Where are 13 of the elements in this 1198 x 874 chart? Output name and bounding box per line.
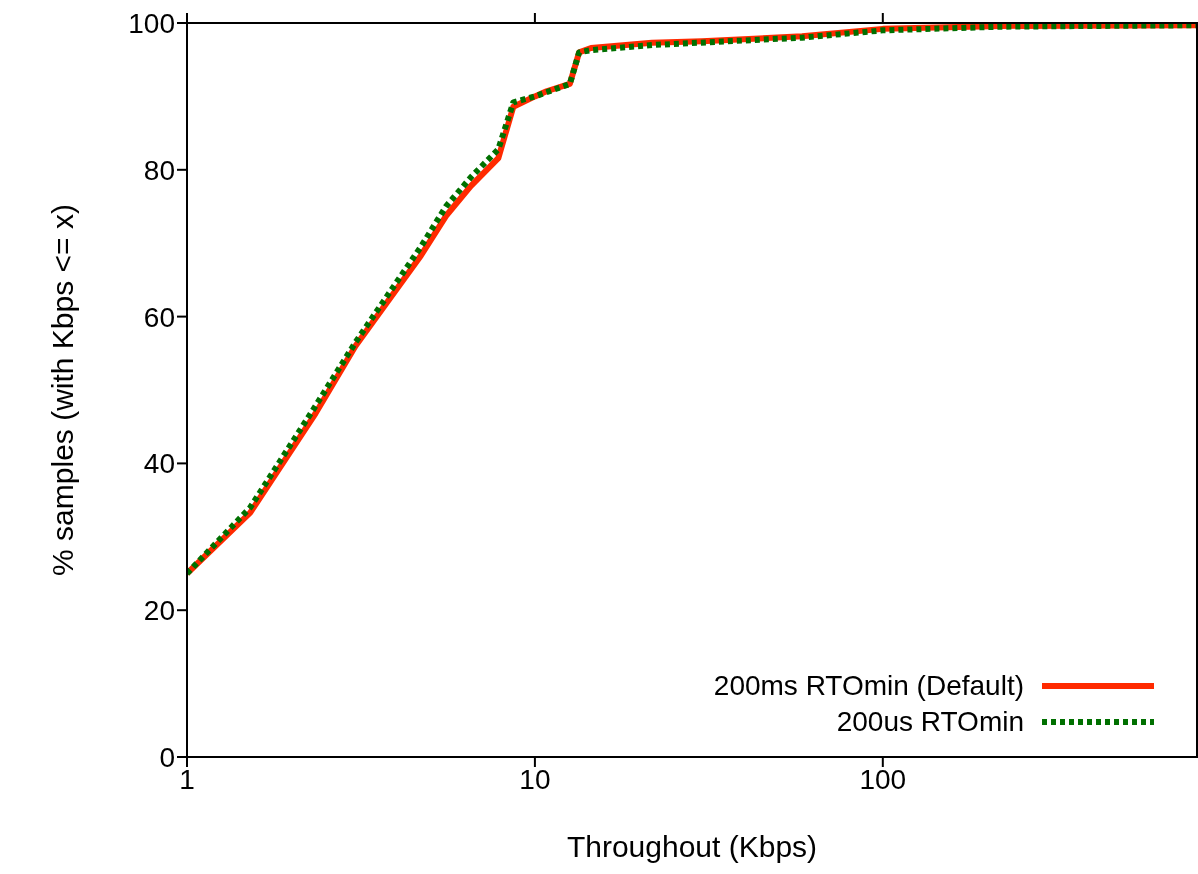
y-tick-label: 100	[128, 7, 175, 39]
y-tick-label: 20	[143, 595, 175, 627]
legend-label: 200ms RTOmin (Default)	[713, 670, 1024, 702]
x-axis-title: Throughout (Kbps)	[566, 830, 818, 863]
y-tick-label: 0	[159, 741, 175, 773]
x-tick-label: 1	[179, 763, 195, 795]
x-tick-label: 10	[519, 763, 551, 795]
y-tick-label: 40	[143, 448, 175, 480]
legend-label: 200us RTOmin	[836, 706, 1024, 738]
y-tick-label: 60	[143, 301, 175, 333]
x-tick-label: 100	[859, 763, 907, 795]
y-tick-label: 80	[143, 154, 175, 186]
y-axis-title: % samples (with Kbps <= x)	[45, 204, 79, 576]
